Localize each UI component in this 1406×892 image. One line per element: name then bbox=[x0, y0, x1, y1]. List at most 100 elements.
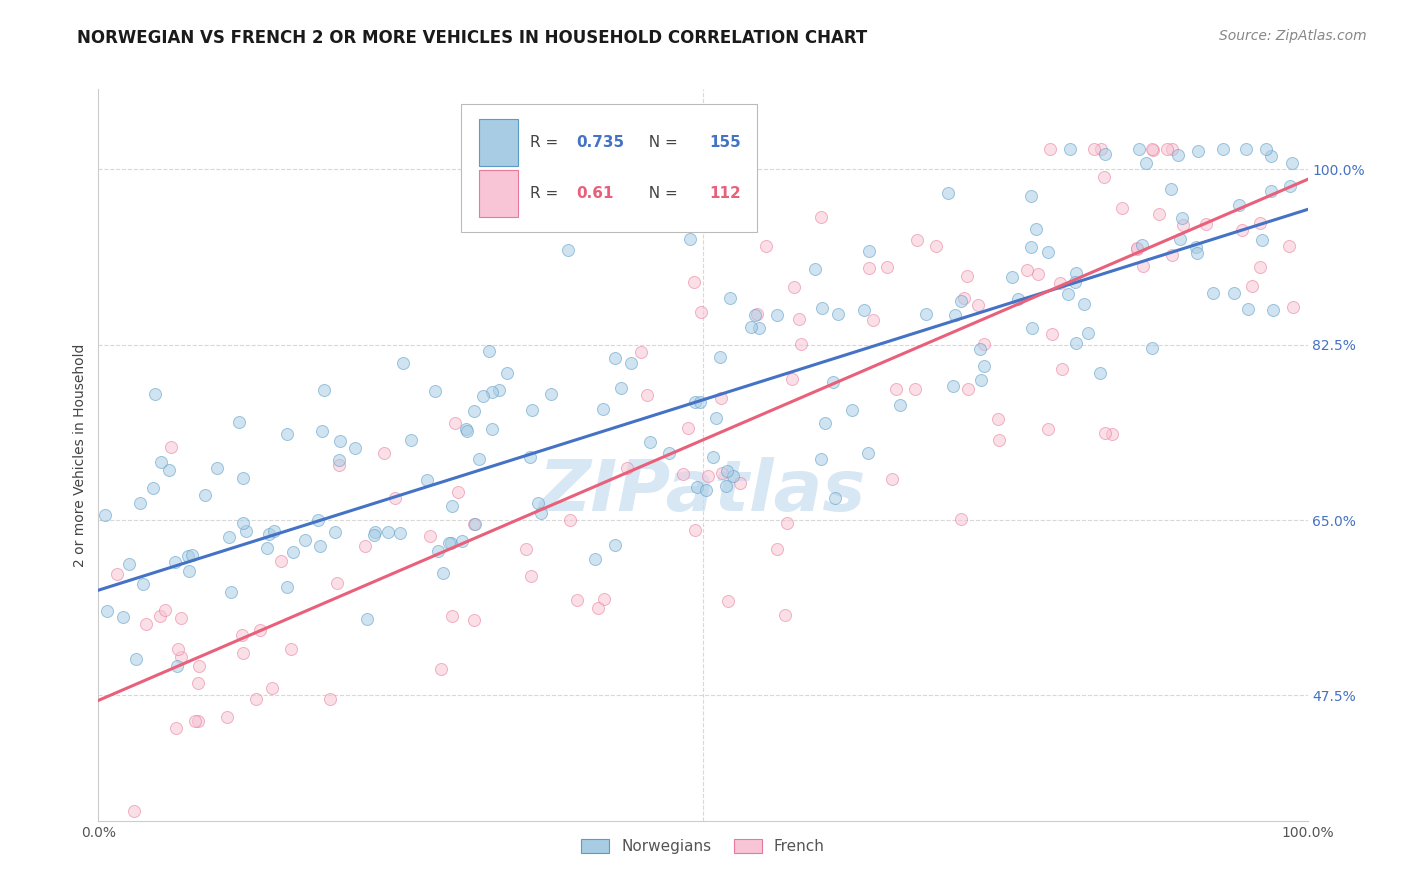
Point bbox=[1263, 302, 1285, 317]
Point bbox=[616, 461, 638, 475]
Point bbox=[810, 451, 832, 466]
Point bbox=[1279, 179, 1302, 194]
Text: 0.61: 0.61 bbox=[576, 186, 613, 202]
Point bbox=[1249, 260, 1271, 274]
Point bbox=[880, 473, 903, 487]
Point bbox=[1111, 201, 1133, 215]
Point bbox=[177, 564, 200, 578]
Point bbox=[679, 232, 702, 246]
Point bbox=[194, 488, 217, 502]
Point bbox=[1040, 327, 1063, 342]
Point bbox=[943, 308, 966, 322]
Point bbox=[697, 469, 720, 483]
Point bbox=[105, 567, 128, 582]
Point bbox=[567, 593, 589, 607]
Point bbox=[1036, 422, 1059, 436]
Point bbox=[1076, 326, 1098, 340]
Point bbox=[165, 722, 187, 736]
Point bbox=[129, 496, 152, 510]
Point bbox=[112, 610, 135, 624]
Point bbox=[717, 216, 740, 230]
Point bbox=[1260, 184, 1282, 198]
Point bbox=[988, 434, 1011, 448]
Point bbox=[904, 383, 927, 397]
Point bbox=[858, 244, 880, 258]
Point bbox=[710, 392, 733, 406]
Point bbox=[263, 524, 285, 538]
Text: NORWEGIAN VS FRENCH 2 OR MORE VEHICLES IN HOUSEHOLD CORRELATION CHART: NORWEGIAN VS FRENCH 2 OR MORE VEHICLES I… bbox=[77, 29, 868, 46]
Point bbox=[384, 491, 406, 505]
Point bbox=[478, 344, 501, 359]
Point bbox=[716, 465, 738, 479]
Point bbox=[683, 523, 706, 537]
Point bbox=[1202, 286, 1225, 301]
Point bbox=[155, 603, 177, 617]
Point bbox=[463, 613, 485, 627]
Point bbox=[811, 301, 834, 315]
Point bbox=[377, 524, 399, 539]
Point bbox=[1019, 240, 1042, 254]
Y-axis label: 2 or more Vehicles in Household: 2 or more Vehicles in Household bbox=[73, 343, 87, 566]
Point bbox=[1161, 248, 1184, 262]
Point bbox=[956, 268, 979, 283]
Point bbox=[1170, 232, 1192, 246]
Point bbox=[1094, 426, 1116, 441]
Point bbox=[1147, 207, 1170, 221]
Point bbox=[257, 526, 280, 541]
Point bbox=[773, 607, 796, 622]
Point bbox=[925, 239, 948, 253]
Point bbox=[388, 525, 411, 540]
Point bbox=[676, 421, 699, 435]
Point bbox=[1019, 189, 1042, 203]
Point bbox=[1187, 144, 1209, 158]
Point bbox=[905, 233, 928, 247]
Text: 155: 155 bbox=[709, 135, 741, 150]
Point bbox=[392, 356, 415, 370]
Point bbox=[1282, 301, 1305, 315]
Point bbox=[118, 558, 141, 572]
Point bbox=[184, 714, 207, 729]
Point bbox=[1167, 147, 1189, 161]
Point bbox=[309, 539, 332, 553]
Point bbox=[1254, 142, 1277, 156]
Point bbox=[312, 383, 335, 397]
Point bbox=[94, 508, 117, 522]
Point bbox=[530, 506, 553, 520]
Point bbox=[862, 312, 884, 326]
Point bbox=[232, 471, 254, 485]
Point bbox=[96, 604, 118, 618]
Point bbox=[1241, 278, 1264, 293]
Point bbox=[638, 434, 661, 449]
Point bbox=[1185, 246, 1208, 260]
Point bbox=[1278, 238, 1301, 252]
Point bbox=[427, 543, 450, 558]
Point bbox=[1251, 233, 1274, 247]
Point bbox=[232, 646, 254, 660]
Point bbox=[620, 356, 643, 370]
Point bbox=[1195, 217, 1218, 231]
Point bbox=[969, 373, 991, 387]
Point bbox=[165, 555, 187, 569]
Point bbox=[205, 460, 228, 475]
Point bbox=[973, 337, 995, 351]
Point bbox=[228, 416, 250, 430]
Point bbox=[415, 473, 437, 487]
Point bbox=[1156, 142, 1178, 156]
Point bbox=[515, 542, 537, 557]
Point bbox=[1083, 142, 1105, 156]
Point bbox=[949, 293, 972, 308]
FancyBboxPatch shape bbox=[479, 170, 517, 218]
Point bbox=[803, 262, 825, 277]
Point bbox=[440, 608, 463, 623]
Point bbox=[776, 516, 799, 531]
Point bbox=[789, 337, 811, 351]
Point bbox=[432, 566, 454, 580]
Point bbox=[1063, 275, 1085, 289]
Point bbox=[969, 342, 991, 356]
Point bbox=[583, 552, 606, 566]
Point bbox=[1227, 197, 1250, 211]
Point bbox=[353, 540, 375, 554]
Point bbox=[439, 536, 461, 550]
Point bbox=[495, 366, 517, 380]
Point bbox=[132, 576, 155, 591]
